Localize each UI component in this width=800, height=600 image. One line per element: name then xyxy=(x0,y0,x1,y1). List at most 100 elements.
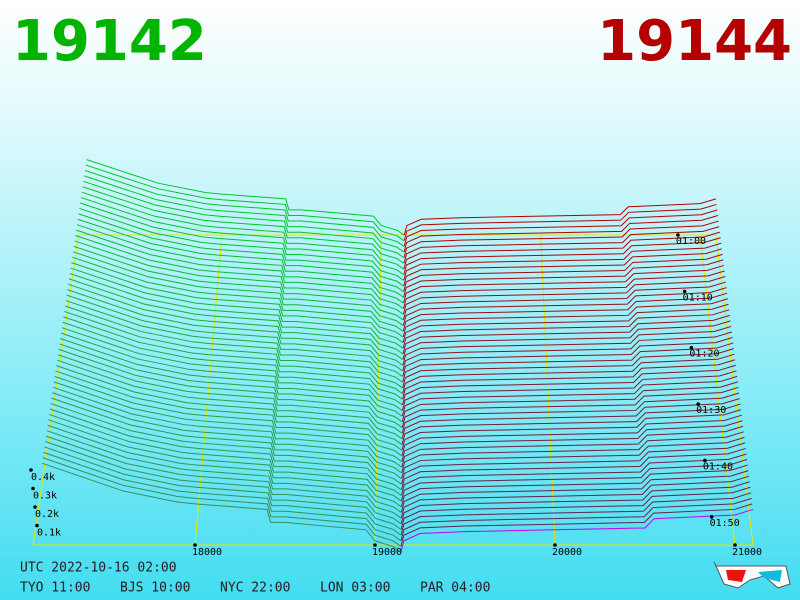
bid-depth-line xyxy=(51,397,402,485)
ask-depth-line xyxy=(403,203,717,241)
ask-depth-line xyxy=(400,481,750,524)
bid-depth-line xyxy=(60,332,403,417)
bid-depth-line xyxy=(74,240,404,321)
time-tick-label: 01:00 xyxy=(676,236,706,247)
ask-depth-line xyxy=(401,392,740,434)
bid-depth-line xyxy=(67,289,403,372)
bid-price: 19142 xyxy=(12,9,207,74)
ask-depth-line xyxy=(403,270,725,309)
tick-dot xyxy=(31,486,35,491)
bid-depth-line xyxy=(54,375,402,462)
ask-depth-line xyxy=(402,342,734,383)
bid-depth-line xyxy=(44,446,402,536)
ask-depth-line xyxy=(403,259,724,298)
ask-depth-line xyxy=(402,320,731,360)
bid-depth-line xyxy=(48,419,402,508)
tick-dot xyxy=(682,289,687,294)
bid-depth-line xyxy=(79,207,404,287)
tick-dot xyxy=(709,515,714,519)
bid-depth-line xyxy=(43,451,401,542)
bid-depth-line xyxy=(68,283,403,366)
bid-depth-line xyxy=(71,262,404,343)
ask-depth-line xyxy=(401,431,744,473)
tick-dot xyxy=(193,543,197,547)
ask-depth-line xyxy=(402,298,728,338)
zone-time: BJS 10:00 xyxy=(120,581,190,596)
ask-depth-line xyxy=(402,303,729,343)
bid-depth-line xyxy=(84,175,405,253)
grid-line xyxy=(374,234,382,546)
ask-depth-line xyxy=(400,503,753,547)
bid-depth-line xyxy=(80,202,404,281)
bid-depth-line xyxy=(56,359,403,445)
z-tick-label: 0.1k xyxy=(37,528,61,539)
ask-depth-line xyxy=(403,264,725,304)
tick-dot xyxy=(29,468,33,472)
zone-time: PAR 04:00 xyxy=(420,581,490,596)
bid-depth-line xyxy=(68,278,403,360)
bid-depth-line xyxy=(57,354,403,440)
ask-depth-line xyxy=(401,370,737,411)
ask-depth-line xyxy=(402,287,727,326)
ask-depth-line xyxy=(401,420,743,462)
bid-depth-line xyxy=(77,218,404,298)
x-tick-label: 19000 xyxy=(372,547,402,558)
tick-dot xyxy=(33,505,37,509)
bid-depth-line xyxy=(49,408,402,496)
x-tick-label: 21000 xyxy=(732,547,762,558)
tick-dot xyxy=(696,402,700,406)
tick-dot xyxy=(373,543,377,547)
ask-depth-line xyxy=(403,242,722,281)
ask-depth-line xyxy=(403,253,723,292)
utc-time: UTC 2022-10-16 02:00 xyxy=(20,561,177,576)
ask-price: 19144 xyxy=(597,9,792,74)
bid-depth-line xyxy=(49,413,402,502)
ask-depth-line xyxy=(403,248,723,287)
bid-depth-line xyxy=(52,386,402,474)
ask-depth-line xyxy=(403,198,717,236)
bid-depth-line xyxy=(58,348,403,434)
ask-depth-line xyxy=(402,276,726,315)
time-tick-label: 01:50 xyxy=(710,518,740,529)
ask-depth-line xyxy=(400,459,748,502)
bid-depth-line xyxy=(60,338,403,423)
bid-depth-line xyxy=(69,273,403,355)
bid-depth-line xyxy=(52,392,402,479)
ask-depth-line xyxy=(402,325,732,366)
bid-depth-line xyxy=(78,213,404,293)
ask-depth-line xyxy=(400,475,750,519)
time-tick-label: 01:20 xyxy=(689,349,719,360)
ask-depth-line xyxy=(402,314,730,355)
ask-depth-line xyxy=(401,375,738,417)
time-tick-label: 01:10 xyxy=(683,292,713,303)
bid-depth-line xyxy=(56,365,402,451)
bid-depth-line xyxy=(73,245,404,326)
ask-depth-line xyxy=(401,386,739,428)
zone-time: TYO 11:00 xyxy=(20,581,90,596)
bid-depth-line xyxy=(65,300,403,383)
bid-depth-line xyxy=(61,327,403,411)
ask-depth-line xyxy=(400,492,752,536)
bid-depth-line xyxy=(85,164,405,242)
3d-glasses-icon[interactable] xyxy=(713,561,791,589)
ask-depth-line xyxy=(400,486,751,530)
bid-depth-line xyxy=(75,235,404,315)
tick-dot xyxy=(553,543,557,547)
x-tick-label: 18000 xyxy=(192,547,222,558)
bid-depth-line xyxy=(66,294,403,377)
bid-depth-line xyxy=(84,170,405,247)
bid-depth-line xyxy=(55,370,402,457)
bid-depth-line xyxy=(41,462,401,553)
z-tick-label: 0.2k xyxy=(35,509,59,520)
bid-depth-line xyxy=(42,457,401,547)
bid-depth-line xyxy=(63,316,403,400)
bid-depth-line xyxy=(72,251,404,332)
tick-dot xyxy=(689,345,694,350)
frame-line xyxy=(715,234,754,546)
bid-depth-line xyxy=(80,197,404,276)
bid-depth-line xyxy=(64,305,403,389)
bid-depth-line xyxy=(83,180,405,259)
time-tick-label: 01:40 xyxy=(703,461,733,472)
zone-time: NYC 22:00 xyxy=(220,581,290,596)
